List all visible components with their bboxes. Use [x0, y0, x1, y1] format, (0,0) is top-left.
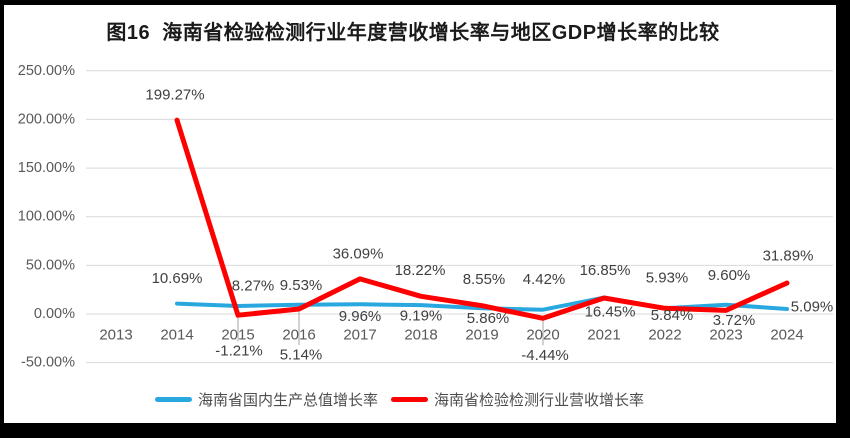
industry-line-swatch [391, 397, 429, 402]
data-label: 9.96% [339, 308, 382, 325]
y-axis-tick-label: 200.00% [18, 111, 75, 127]
y-axis-tick-label: 50.00% [26, 257, 75, 273]
data-label: 199.27% [145, 87, 204, 104]
chart-frame: 图16 海南省检验检测行业年度营收增长率与地区GDP增长率的比较 250.00%… [4, 5, 836, 423]
chart-title: 图16 海南省检验检测行业年度营收增长率与地区GDP增长率的比较 [106, 22, 720, 44]
chart-canvas: 250.00% 200.00% 150.00% 100.00% 50.00% 0.00% -… [18, 63, 834, 371]
data-label: 9.19% [400, 308, 443, 325]
data-label: 5.14% [280, 347, 323, 364]
data-label: 8.27% [232, 278, 275, 295]
data-label: 5.84% [651, 307, 694, 324]
x-axis-tick-label: 2013 [99, 327, 132, 344]
data-label: -4.44% [521, 347, 569, 364]
data-label: 5.86% [467, 310, 510, 327]
x-axis-tick-label: 2021 [587, 327, 620, 344]
legend-item-gdp-growth: 海南省国内生产总值增长率 [155, 389, 378, 410]
y-axis-tick-label: 150.00% [18, 160, 75, 176]
series-line-1 [174, 117, 790, 321]
x-axis-tick-label: 2019 [465, 327, 498, 344]
data-label: 36.09% [333, 245, 384, 262]
data-label: -1.21% [215, 343, 263, 360]
y-axis-tick-label: 0.00% [34, 306, 75, 322]
legend-label-gdp-growth: 海南省国内生产总值增长率 [198, 392, 379, 409]
data-label: 9.53% [280, 277, 323, 294]
data-label: 31.89% [763, 248, 814, 265]
x-axis-tick-label: 2014 [160, 327, 193, 344]
data-label: 10.69% [152, 270, 203, 287]
legend-label-industry-revenue-growth: 海南省检验检测行业营收增长率 [434, 392, 645, 409]
x-axis-tick-label: 2023 [709, 327, 742, 344]
chart-legend: 海南省国内生产总值增长率 海南省检验检测行业营收增长率 [155, 389, 644, 410]
y-axis-tick-label: 100.00% [18, 209, 75, 225]
data-label: 16.85% [580, 262, 631, 279]
data-label: 8.55% [463, 271, 506, 288]
x-axis-tick-label: 2024 [770, 327, 803, 344]
gdp-line-swatch [155, 397, 192, 402]
y-axis-tick-label: -50.00% [21, 355, 75, 371]
data-label: 5.09% [791, 299, 834, 316]
data-label: 16.45% [585, 304, 636, 321]
legend-item-industry-revenue-growth: 海南省检验检测行业营收增长率 [391, 389, 644, 410]
x-axis-tick-label: 2018 [404, 327, 437, 344]
data-label: 18.22% [395, 262, 446, 279]
x-axis-tick-label: 2017 [343, 327, 376, 344]
x-axis-tick-label: 2022 [648, 327, 681, 344]
data-label: 5.93% [646, 270, 689, 287]
data-label: 4.42% [523, 271, 566, 288]
data-label: 9.60% [708, 267, 751, 284]
data-label: 3.72% [713, 312, 756, 329]
y-axis-tick-label: 250.00% [18, 63, 75, 79]
